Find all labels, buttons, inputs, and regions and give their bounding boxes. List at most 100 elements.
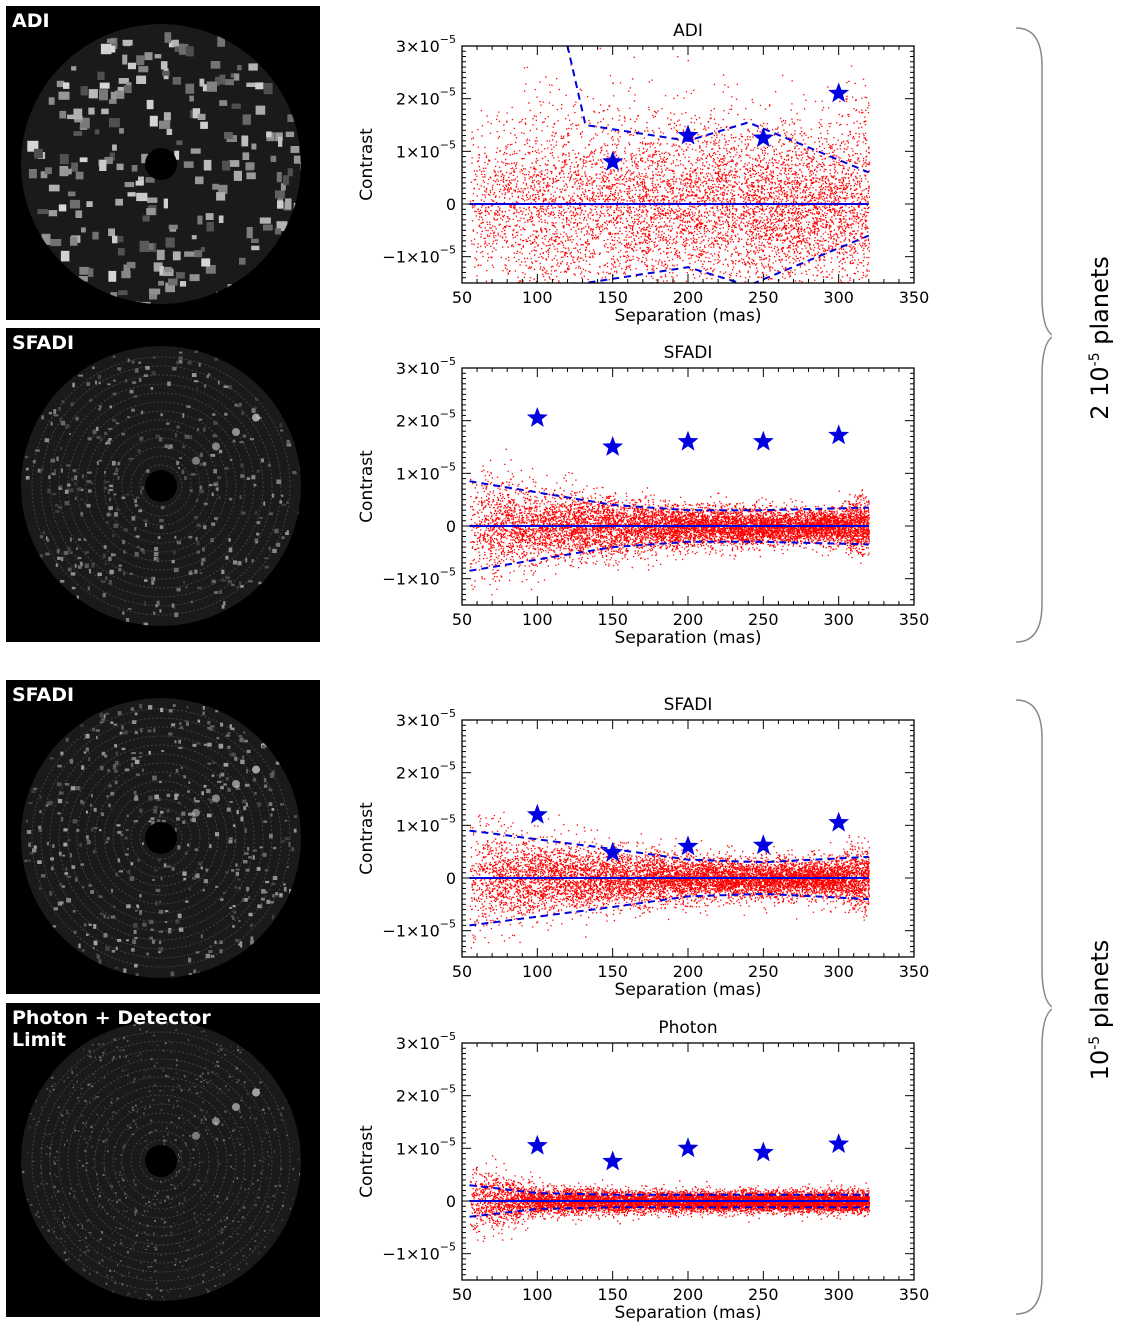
brace-top	[1015, 27, 1052, 643]
x-tick-label: 50	[452, 288, 472, 307]
x-tick-label: 200	[673, 288, 704, 307]
limit-lower	[584, 234, 870, 283]
x-tick-label: 250	[748, 288, 779, 307]
x-tick-label: 300	[823, 962, 854, 981]
group-label-top: 2 10-5 planets	[1086, 256, 1114, 420]
y-tick-label: 2×10−5	[396, 408, 456, 431]
limit-upper	[469, 480, 869, 512]
x-tick-label: 300	[823, 610, 854, 629]
x-tick-label: 150	[597, 962, 628, 981]
x-tick-label: 50	[452, 962, 472, 981]
x-tick-label: 350	[899, 610, 930, 629]
y-tick-label: 3×10−5	[396, 33, 456, 56]
image-label: SFADI	[12, 332, 75, 354]
x-tick-label: 200	[673, 610, 704, 629]
chart-adi: ADI 50 100 150 200 250 300 350 Separation (mas) 3…	[340, 6, 990, 326]
planet-star	[828, 811, 850, 832]
chart-title: SFADI	[664, 695, 713, 715]
planet-star	[828, 1133, 850, 1153]
planet-star	[677, 835, 699, 856]
planet-star	[526, 1134, 548, 1155]
planet-star	[602, 436, 624, 456]
y-tick-label: 3×10−5	[396, 707, 456, 730]
y-tick-label: 0	[446, 195, 456, 214]
chart-sfadi: SFADI 50 100 150 200 250 300 350 Separation (mas…	[340, 328, 990, 648]
scatter-points	[469, 811, 870, 949]
image-label: Photon + Detector Limit	[12, 1007, 211, 1051]
x-axis-label: Separation (mas)	[615, 628, 762, 648]
planet-star	[677, 430, 699, 451]
x-tick-label: 150	[597, 1285, 628, 1304]
planet-star	[752, 127, 774, 148]
image-panel-sfadi: SFADI	[6, 328, 320, 642]
planet-star	[752, 834, 774, 855]
residual-image	[6, 6, 320, 320]
scatter-points	[469, 47, 871, 283]
x-tick-label: 250	[748, 1285, 779, 1304]
scatter-points	[469, 448, 870, 596]
x-axis-label: Separation (mas)	[615, 1303, 762, 1323]
plot-frame	[461, 367, 915, 606]
y-axis-label: Contrast	[357, 450, 377, 523]
residual-image	[6, 680, 320, 994]
y-tick-label: 1×10−5	[396, 138, 456, 161]
x-tick-label: 300	[823, 1285, 854, 1304]
group-label-bottom: 10-5 planets	[1086, 939, 1114, 1081]
planet-star	[828, 82, 850, 103]
image-panel-sfadi-2: SFADI	[6, 680, 320, 994]
planet-star	[677, 124, 699, 145]
scatter-points	[469, 1155, 871, 1242]
chart-title: SFADI	[664, 343, 713, 363]
brace-bottom	[1015, 699, 1052, 1315]
residual-image	[6, 1003, 320, 1317]
y-tick-label: −1×10−5	[382, 244, 456, 267]
image-panel-photon: Photon + Detector Limit	[6, 1003, 320, 1317]
image-label: ADI	[12, 10, 50, 32]
y-axis-label: Contrast	[357, 1125, 377, 1198]
x-tick-label: 100	[522, 288, 553, 307]
planet-star	[677, 1137, 699, 1158]
y-tick-label: −1×10−5	[382, 918, 456, 941]
x-tick-label: 350	[899, 288, 930, 307]
y-axis-label: Contrast	[357, 802, 377, 875]
plot-frame	[461, 1042, 915, 1281]
planet-star	[526, 407, 548, 427]
x-axis-label: Separation (mas)	[615, 980, 762, 1000]
x-tick-label: 150	[597, 610, 628, 629]
planet-star	[752, 430, 774, 451]
image-label: SFADI	[12, 684, 75, 706]
x-tick-label: 100	[522, 1285, 553, 1304]
y-tick-label: 0	[446, 517, 456, 536]
y-axis-label: Contrast	[357, 128, 377, 201]
limit-lower	[469, 892, 869, 927]
y-tick-label: 2×10−5	[396, 86, 456, 109]
y-tick-label: −1×10−5	[382, 566, 456, 589]
image-panel-adi: ADI	[6, 6, 320, 320]
plot-frame	[461, 45, 915, 284]
x-tick-label: 300	[823, 288, 854, 307]
y-tick-label: 1×10−5	[396, 812, 456, 835]
x-tick-label: 200	[673, 962, 704, 981]
y-tick-label: 1×10−5	[396, 1135, 456, 1158]
chart-title: Photon	[658, 1018, 717, 1038]
limit-upper	[469, 829, 869, 864]
planet-star	[752, 1141, 774, 1162]
limit-upper	[566, 46, 870, 174]
planet-star	[602, 150, 624, 171]
x-tick-label: 50	[452, 1285, 472, 1304]
residual-image	[6, 328, 320, 642]
x-tick-label: 50	[452, 610, 472, 629]
x-tick-label: 250	[748, 610, 779, 629]
y-tick-label: 2×10−5	[396, 1083, 456, 1106]
chart-sfadi-2: SFADI 50 100 150 200 250 300 350 Separation (mas…	[340, 680, 990, 1000]
x-tick-label: 350	[899, 1285, 930, 1304]
y-tick-label: 2×10−5	[396, 760, 456, 783]
planet-star	[602, 841, 624, 862]
x-axis-label: Separation (mas)	[615, 306, 762, 326]
y-tick-label: 3×10−5	[396, 355, 456, 378]
y-tick-label: 0	[446, 869, 456, 888]
y-tick-label: 1×10−5	[396, 460, 456, 483]
x-tick-label: 200	[673, 1285, 704, 1304]
x-tick-label: 350	[899, 962, 930, 981]
planet-star	[602, 1150, 624, 1171]
